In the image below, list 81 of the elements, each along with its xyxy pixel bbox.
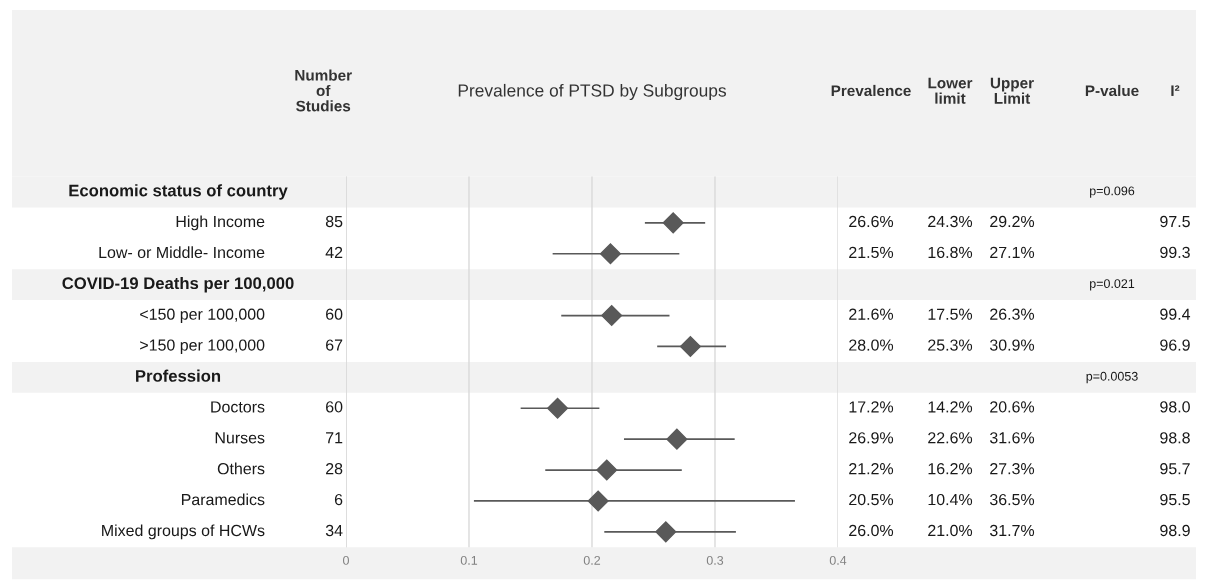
point [679,335,701,357]
data-label: 31.6% [989,432,1035,444]
data-label: p=0.096 [1090,186,1135,198]
data-label: 16.8% [928,246,973,259]
data-label: 25.3% [928,339,973,351]
category-label: >150 per 100,000 [140,339,265,354]
data-label: 26.0% [849,524,894,537]
data-label: 98.9 [1160,524,1190,537]
x-tick-label: 0.4 [829,555,847,565]
point [599,243,621,265]
data-label: 22.6% [928,432,973,444]
data-label: 20.6% [990,401,1035,413]
category-label: Others [217,462,265,475]
data-label: p=0.0053 [1086,371,1138,384]
data-label: 95.5 [1160,493,1190,506]
category-label: Doctors [211,401,265,413]
text: Prevalence [831,84,911,97]
data-label: 21.2% [849,463,894,475]
data-label: 29.2% [990,215,1035,228]
category-label: Nurses [215,432,265,444]
data-label: 60 [326,308,343,320]
chart-title: Prevalence of PTSD by Subgroups [458,83,726,101]
data-label: 27.3% [990,463,1035,475]
data-label: 26.6% [849,215,894,228]
text: Number of Studies [295,69,352,112]
point [666,428,688,450]
x-tick-label: 0.3 [706,555,724,565]
data-label: 36.5% [989,493,1035,506]
point [547,397,569,419]
point [587,490,609,512]
data-label: 60 [326,401,343,413]
data-label: 26.9% [849,432,894,444]
x-tick-label: 0.1 [460,555,478,565]
data-label: 34 [325,524,343,537]
data-label: 20.5% [849,493,894,506]
data-label: 96.9 [1160,339,1190,351]
data-label: 98.8 [1160,432,1190,444]
data-label: 99.3 [1160,246,1190,259]
data-label: 67 [326,339,343,351]
data-label: 98.0 [1160,401,1190,413]
data-label: p=0.021 [1090,279,1135,291]
data-label: 17.2% [849,401,894,413]
point [601,305,623,327]
text: I² [1171,85,1180,96]
point [662,212,684,234]
category-label: Paramedics [181,493,265,506]
data-label: 21.0% [928,524,973,537]
category-label: Economic status of country [69,184,288,200]
data-label: 71 [326,432,343,444]
data-label: 24.3% [928,215,973,228]
x-tick-label: 0.2 [583,555,601,565]
data-label: 6 [334,493,343,506]
text: P-value [1085,84,1139,97]
point [596,459,618,481]
data-label: 10.4% [928,493,973,506]
category-label: Low- or Middle- Income [99,246,265,259]
data-label: 31.7% [989,524,1035,537]
data-label: 85 [325,215,343,228]
data-label: 16.2% [928,463,973,475]
data-label: 27.1% [990,246,1035,258]
text: Upper Limit [990,77,1034,104]
category-label: Profession [136,369,221,382]
data-label: 26.3% [990,308,1035,320]
category-label: Mixed groups of HCWs [102,524,265,540]
data-label: 21.5% [849,246,894,259]
data-label: 97.5 [1160,215,1190,228]
data-label: 28 [326,463,343,475]
x-tick-label: 0 [343,555,349,565]
data-label: 28.0% [849,339,894,351]
category-label: COVID-19 Deaths per 100,000 [62,276,294,293]
category-label: <150 per 100,000 [140,308,265,323]
data-label: 17.5% [928,308,973,320]
data-label: 14.2% [928,401,973,413]
data-label: 95.7 [1160,463,1190,475]
point [655,521,677,543]
data-label: 21.6% [849,308,894,320]
data-label: 30.9% [989,339,1035,351]
data-label: 42 [325,246,343,258]
category-label: High Income [176,215,265,231]
text: Lower limit [928,77,973,104]
data-label: 99.4 [1160,308,1191,320]
